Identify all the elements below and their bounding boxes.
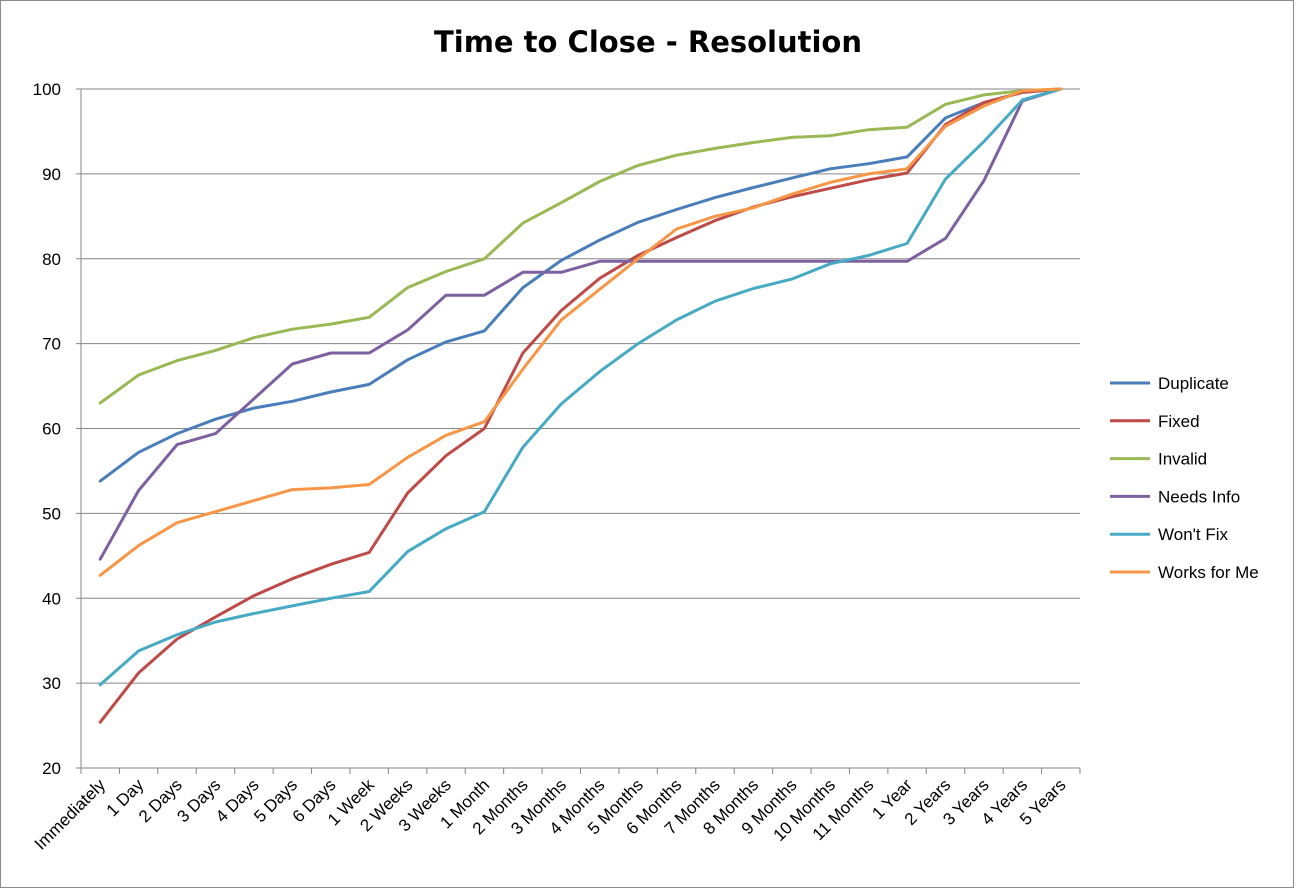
series-line-invalid bbox=[98, 87, 1063, 405]
y-axis-ticks: 20 30 40 50 60 70 80 90 100 bbox=[33, 80, 61, 778]
legend-label: Duplicate bbox=[1158, 374, 1229, 393]
legend-label: Needs Info bbox=[1158, 487, 1240, 506]
y-tick-label: 100 bbox=[33, 80, 61, 99]
series-line-duplicate bbox=[98, 87, 1063, 483]
y-tick-label: 30 bbox=[42, 674, 61, 693]
x-tick-label: Immediately bbox=[31, 775, 110, 854]
y-tick-label: 50 bbox=[42, 504, 61, 523]
y-tick-label: 90 bbox=[42, 165, 61, 184]
series-lines bbox=[98, 87, 1063, 724]
chart-title: Time to Close - Resolution bbox=[434, 25, 862, 59]
legend-label: Invalid bbox=[1158, 450, 1207, 469]
legend-label: Works for Me bbox=[1158, 563, 1259, 582]
legend-label: Fixed bbox=[1158, 412, 1200, 431]
legend: Duplicate Fixed Invalid Needs Info Won't Fix… bbox=[1110, 374, 1259, 582]
y-tick-label: 20 bbox=[42, 759, 61, 778]
series-line-won-t-fix bbox=[98, 87, 1063, 687]
legend-label: Won't Fix bbox=[1158, 525, 1229, 544]
y-tick-label: 70 bbox=[42, 335, 61, 354]
series-line-works-for-me bbox=[98, 87, 1063, 577]
y-tick-label: 60 bbox=[42, 420, 61, 439]
series-line-fixed bbox=[98, 87, 1063, 724]
series-line-needs-info bbox=[98, 87, 1063, 561]
y-tick-label: 80 bbox=[42, 250, 61, 269]
gridlines bbox=[76, 88, 1081, 774]
y-tick-label: 40 bbox=[42, 589, 61, 608]
